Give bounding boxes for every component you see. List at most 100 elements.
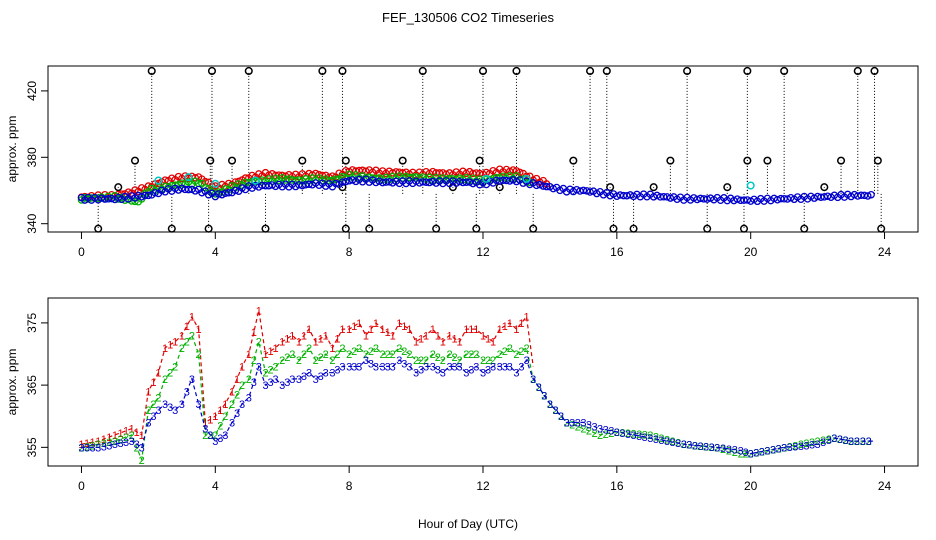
- series-symbol-1: 1: [446, 330, 452, 342]
- series-symbol-1: 1: [284, 333, 290, 345]
- series-symbol-3: 3: [423, 361, 429, 373]
- series-symbol-3: 3: [229, 417, 235, 429]
- series-symbol-2: 2: [356, 343, 362, 355]
- series-symbol-1: 1: [106, 432, 112, 444]
- series-symbol-2: 2: [207, 430, 213, 442]
- series-symbol-1: 1: [323, 330, 329, 342]
- series-symbol-3: 3: [463, 368, 469, 380]
- calibration-point: [649, 183, 658, 192]
- series-symbol-1: 1: [179, 330, 185, 342]
- series-symbol-2: 2: [329, 355, 335, 367]
- series-symbol-1: 1: [523, 312, 529, 324]
- series-symbol-3: 3: [301, 371, 307, 383]
- cyan-point: [522, 174, 531, 183]
- series-symbol-3: 3: [430, 361, 436, 373]
- series-line-1: [81, 310, 534, 445]
- x-tick-label: 0: [78, 245, 85, 259]
- series-symbol-2: 2: [764, 445, 770, 457]
- calibration-point: [703, 224, 712, 233]
- series-symbol-3: 3: [608, 426, 614, 438]
- data-point-green: [325, 176, 333, 185]
- series-symbol-3: 3: [625, 429, 631, 441]
- series-symbol-3: 3: [172, 405, 178, 417]
- series-symbol-1: 1: [207, 414, 213, 426]
- series-symbol-1: 1: [246, 349, 252, 361]
- x-tick-label: 16: [610, 245, 624, 259]
- data-point-blue: [549, 184, 558, 193]
- data-point-blue: [342, 177, 350, 186]
- series-symbol-2: 2: [117, 434, 123, 446]
- series-symbol-3: 3: [603, 425, 609, 437]
- series-symbol-3: 3: [575, 417, 581, 429]
- x-tick-label: 20: [744, 479, 758, 493]
- series-symbol-2: 2: [820, 435, 826, 447]
- series-symbol-1: 1: [406, 324, 412, 336]
- series-symbol-3: 3: [117, 438, 123, 450]
- series-symbol-2: 2: [536, 382, 542, 394]
- series-symbol-3: 3: [313, 374, 319, 386]
- series-symbol-3: 3: [145, 417, 151, 429]
- series-symbol-3: 3: [446, 361, 452, 373]
- calibration-point: [800, 224, 809, 233]
- series-symbol-3: 3: [743, 447, 749, 459]
- series-symbol-2: 2: [502, 346, 508, 358]
- calibration-point: [609, 224, 618, 233]
- data-point-blue: [151, 189, 159, 197]
- series-symbol-3: 3: [262, 380, 268, 392]
- cyan-point: [184, 173, 193, 182]
- series-symbol-3: 3: [658, 435, 664, 447]
- series-symbol-3: 3: [329, 368, 335, 380]
- series-symbol-3: 3: [759, 446, 765, 458]
- series-symbol-2: 2: [451, 352, 457, 364]
- series-symbol-2: 2: [738, 449, 744, 461]
- series-line-2: [81, 334, 875, 463]
- series-symbol-2: 2: [720, 444, 726, 456]
- series-symbol-2: 2: [831, 433, 837, 445]
- series-symbol-1: 1: [145, 386, 151, 398]
- calibration-point: [338, 66, 347, 76]
- series-symbol-3: 3: [101, 441, 107, 453]
- chart-title: FEF_130506 CO2 Timeseries: [382, 10, 554, 25]
- x-tick-label: 4: [212, 245, 219, 259]
- series-symbol-1: 1: [306, 324, 312, 336]
- calibration-point: [365, 224, 374, 233]
- series-symbol-3: 3: [714, 442, 720, 454]
- series-symbol-2: 2: [129, 430, 135, 442]
- series-symbol-2: 2: [457, 355, 463, 367]
- series-symbol-2: 2: [339, 343, 345, 355]
- series-symbol-3: 3: [726, 444, 732, 456]
- series-symbol-3: 3: [373, 361, 379, 373]
- series-symbol-3: 3: [653, 434, 659, 446]
- calibration-point: [743, 66, 752, 76]
- series-symbol-2: 2: [580, 424, 586, 436]
- series-symbol-1: 1: [90, 437, 96, 449]
- series-symbol-1: 1: [385, 327, 391, 339]
- series-symbol-2: 2: [251, 355, 257, 367]
- calibration-point: [763, 156, 772, 165]
- series-symbol-1: 1: [279, 337, 285, 349]
- series-symbol-2: 2: [490, 355, 496, 367]
- series-symbol-2: 2: [732, 447, 738, 459]
- series-symbol-1: 1: [423, 330, 429, 342]
- series-symbol-1: 1: [401, 321, 407, 333]
- calibration-point: [207, 66, 217, 76]
- series-symbol-3: 3: [346, 361, 352, 373]
- series-symbol-1: 1: [339, 324, 345, 336]
- series-symbol-1: 1: [239, 361, 245, 373]
- series-symbol-2: 2: [664, 435, 670, 447]
- series-symbol-2: 2: [413, 355, 419, 367]
- series-symbol-2: 2: [217, 421, 223, 433]
- series-symbol-3: 3: [642, 432, 648, 444]
- data-point-green: [338, 172, 347, 181]
- series-symbol-2: 2: [84, 441, 90, 453]
- series-symbol-3: 3: [681, 439, 687, 451]
- series-symbol-3: 3: [363, 355, 369, 367]
- series-symbol-3: 3: [586, 420, 592, 432]
- series-symbol-1: 1: [430, 324, 436, 336]
- series-symbol-3: 3: [809, 440, 815, 452]
- data-point-blue: [867, 190, 875, 199]
- series-symbol-2: 2: [463, 349, 469, 361]
- series-symbol-1: 1: [262, 349, 268, 361]
- series-symbol-3: 3: [564, 417, 570, 429]
- series-symbol-2: 2: [145, 405, 151, 417]
